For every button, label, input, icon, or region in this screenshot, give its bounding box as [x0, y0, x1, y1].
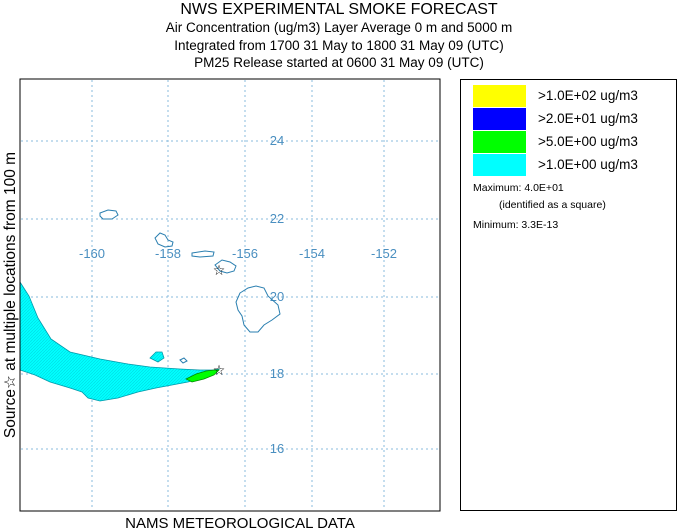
release-start: PM25 Release started at 0600 31 May 09 (…: [194, 55, 484, 70]
legend-item: >1.0E+02 ug/m3: [473, 85, 673, 107]
forecast-title: NWS EXPERIMENTAL SMOKE FORECAST: [180, 1, 498, 18]
island-niihau: [99, 209, 119, 220]
legend-label: >1.0E+00 ug/m3: [538, 157, 638, 172]
island-small: [179, 357, 188, 364]
legend-item: >1.0E+00 ug/m3: [473, 154, 673, 176]
legend-label: >5.0E+00 ug/m3: [538, 134, 638, 149]
lon-label: -154: [299, 246, 325, 261]
smoke-plume-dense: [185, 369, 220, 383]
smoke-plume-light: [19, 280, 221, 402]
lat-label: 16: [270, 441, 284, 456]
island-oahu: [154, 232, 174, 248]
lat-label: 24: [270, 133, 284, 148]
island-hawaii: [235, 285, 281, 333]
lon-label: -160: [79, 246, 105, 261]
grid-labels: -160 -158 -156 -154 -152 24 22 20 18 16: [79, 133, 397, 456]
lat-label: 22: [270, 211, 284, 226]
smoke-plume-patch: [149, 351, 165, 363]
legend-item: >5.0E+00 ug/m3: [473, 131, 673, 153]
source-markers: ☆☆: [213, 263, 226, 379]
legend-label: >1.0E+02 ug/m3: [538, 88, 638, 103]
legend-item: >2.0E+01 ug/m3: [473, 108, 673, 130]
integration-period: Integrated from 1700 31 May to 1800 31 M…: [174, 38, 504, 53]
legend-label: >2.0E+01 ug/m3: [538, 111, 638, 126]
legend-swatch: [473, 108, 526, 130]
maximum-note: (identified as a square): [499, 199, 606, 211]
minimum-value: Minimum: 3.3E-13: [473, 219, 559, 231]
legend-swatch: [473, 85, 526, 107]
island-molokai: [191, 250, 215, 258]
lon-label: -156: [232, 246, 258, 261]
lat-label: 18: [270, 366, 284, 381]
lat-label: 20: [270, 289, 284, 304]
star-icon: ☆: [213, 263, 226, 279]
island-maui: [214, 259, 237, 274]
lon-label: -158: [155, 246, 181, 261]
lat-lon-grid: [21, 80, 439, 510]
lon-label: -152: [371, 246, 397, 261]
concentration-subtitle: Air Concentration (ug/m3) Layer Average …: [165, 20, 513, 35]
met-data-label: NAMS METEOROLOGICAL DATA: [125, 515, 355, 532]
legend-swatch: [473, 154, 526, 176]
maximum-value: Maximum: 4.0E+01: [473, 182, 564, 194]
legend-panel: >1.0E+02 ug/m3 >2.0E+01 ug/m3 >5.0E+00 u…: [460, 79, 677, 511]
map-frame: [19, 78, 441, 512]
star-icon: ☆: [213, 363, 226, 379]
legend-swatch: [473, 131, 526, 153]
hawaii-coastlines: [99, 209, 281, 364]
